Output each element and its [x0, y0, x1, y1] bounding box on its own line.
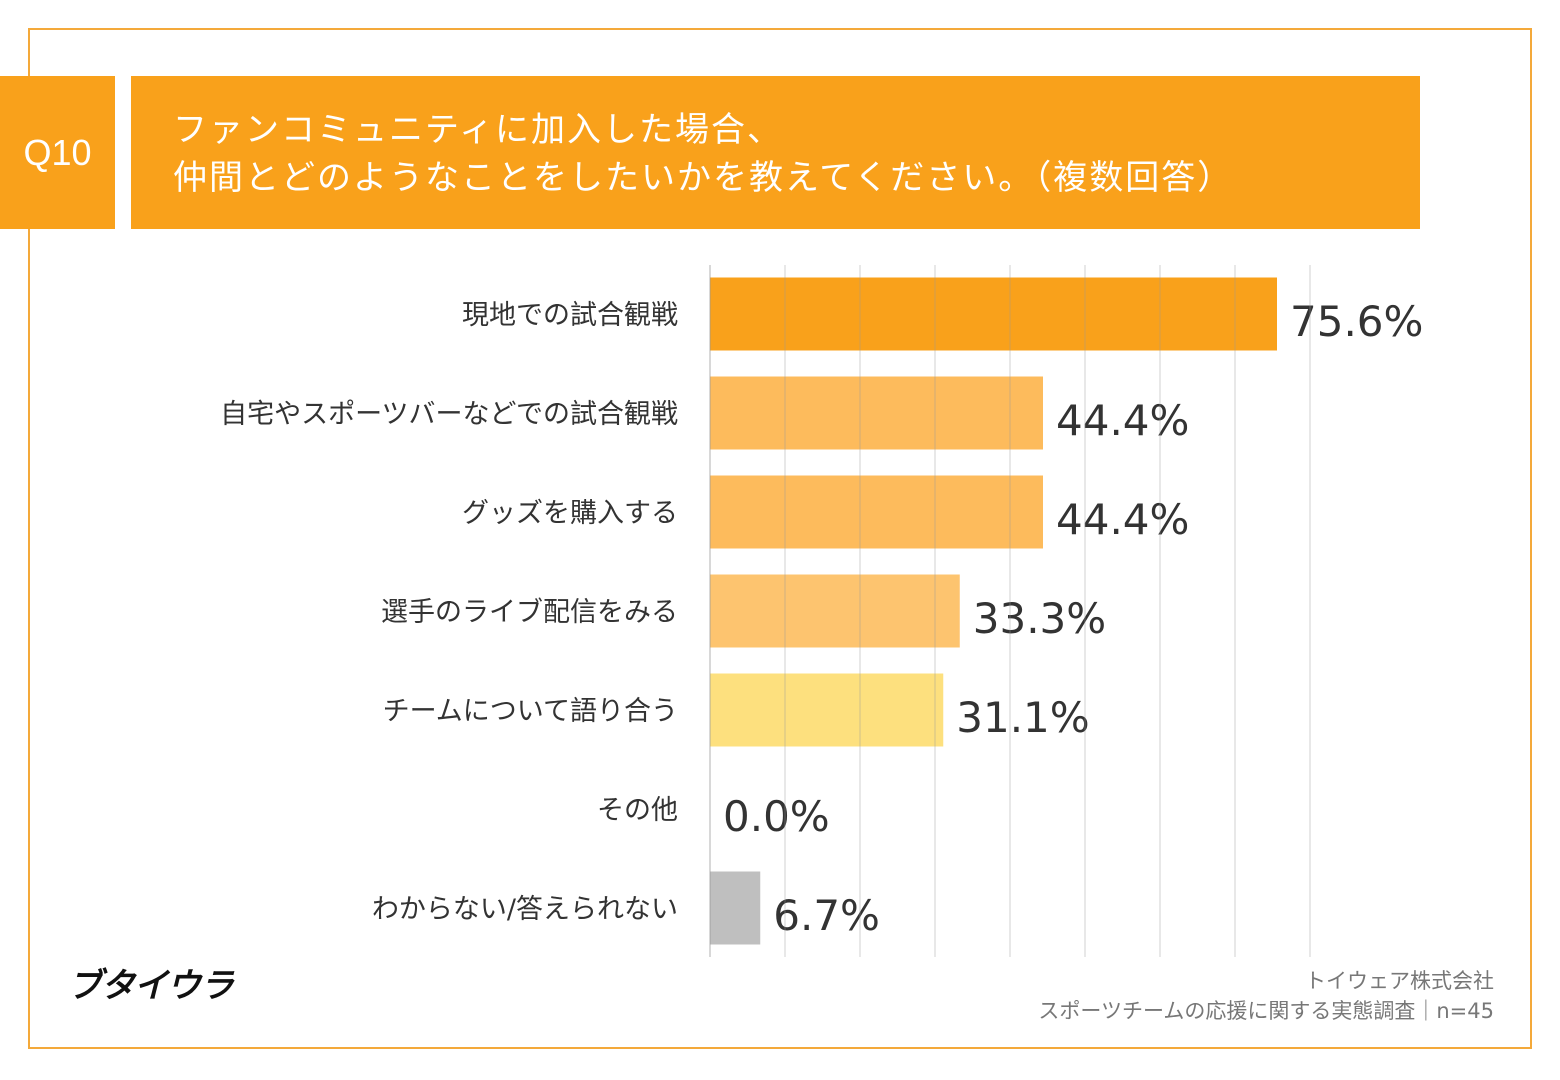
question-title: ファンコミュニティに加入した場合、 仲間とどのようなことをしたいかを教えてくださ…	[131, 76, 1420, 229]
category-label: 選手のライブ配信をみる	[381, 597, 678, 628]
footer-survey: スポーツチームの応援に関する実態調査｜n=45	[1038, 999, 1494, 1023]
bar	[710, 871, 761, 945]
chart-frame	[28, 28, 1532, 1049]
data-label: 44.4%	[1056, 396, 1189, 445]
bar	[710, 277, 1277, 351]
footer: トイウェア株式会社 スポーツチームの応援に関する実態調査｜n=45	[1038, 966, 1494, 1026]
category-label: チームについて語り合う	[383, 696, 678, 727]
category-label: 現地での試合観戦	[462, 300, 678, 331]
category-label: わからない/答えられない	[372, 894, 678, 925]
title-line-1: ファンコミュニティに加入した場合、	[173, 110, 783, 150]
question-number: Q10	[0, 76, 115, 229]
bar	[710, 475, 1043, 549]
data-label: 75.6%	[1290, 297, 1423, 346]
bar	[710, 673, 944, 747]
category-label: グッズを購入する	[462, 498, 678, 529]
footer-company: トイウェア株式会社	[1305, 969, 1494, 993]
title-line-2: 仲間とどのようなことをしたいかを教えてください。（複数回答）	[173, 158, 1234, 198]
data-label: 0.0%	[723, 792, 830, 841]
brand-logo: ブタイウラ	[68, 966, 234, 1006]
bar	[710, 574, 960, 648]
data-label: 33.3%	[973, 594, 1106, 643]
category-label: その他	[597, 795, 678, 826]
category-label: 自宅やスポーツバーなどでの試合観戦	[220, 399, 678, 430]
bar	[710, 376, 1043, 450]
data-label: 6.7%	[773, 891, 880, 940]
data-label: 44.4%	[1056, 495, 1189, 544]
data-label: 31.1%	[956, 693, 1089, 742]
